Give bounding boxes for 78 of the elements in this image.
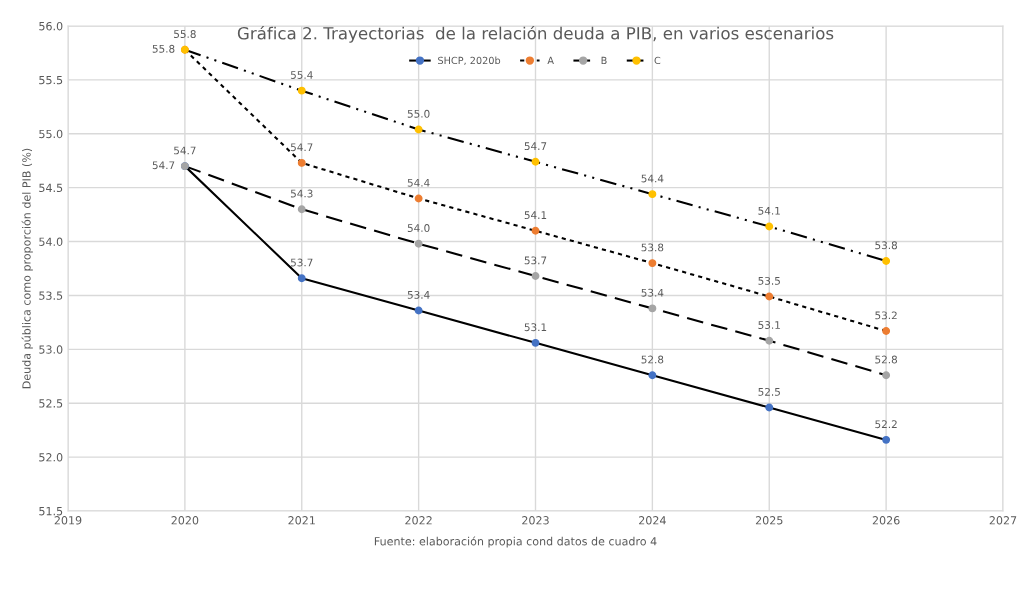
data-label: 54.4 (407, 178, 430, 187)
y-axis-title: Deuda pública como proporción del PIB (%) (21, 148, 33, 389)
y-tick-label: 52.5 (39, 399, 63, 408)
data-label: 52.8 (875, 355, 898, 364)
point (648, 190, 657, 199)
point (297, 274, 306, 283)
point (414, 239, 423, 248)
x-tick-label: 2020 (171, 516, 199, 525)
y-tick-label: 53.0 (39, 345, 63, 354)
point (414, 194, 423, 203)
x-tick-label: 2027 (989, 516, 1017, 525)
data-label: 54.1 (758, 206, 780, 215)
legend-label: C (654, 56, 661, 65)
data-label: 54.4 (641, 174, 664, 183)
data-label: 53.8 (875, 241, 898, 250)
x-tick-label: 2023 (522, 516, 549, 525)
data-label: 54.7 (524, 142, 547, 151)
point (765, 222, 774, 231)
point (882, 257, 891, 265)
y-tick-label: 54.0 (39, 237, 63, 246)
data-label: 55.4 (290, 71, 313, 79)
data-label: 53.7 (290, 258, 313, 267)
point (765, 336, 774, 345)
data-label: 54.0 (407, 224, 430, 232)
point (648, 304, 657, 313)
y-tick-label: 55.0 (39, 129, 63, 139)
y-tick-label: 56.0 (39, 21, 63, 31)
y-tick-label: 52.0 (39, 453, 63, 462)
legend-label: B (601, 56, 607, 64)
data-label: 53.8 (641, 243, 664, 252)
source-note: Fuente: elaboración propia cond datos de cuadro 4 (374, 536, 657, 548)
data-label: 54.3 (290, 189, 313, 198)
point (531, 157, 540, 166)
chart-title: Gráfica 2. Trayectorias de la relación deuda a PIB, en varios escenarios (237, 26, 834, 43)
point (882, 435, 891, 444)
y-tick-label: 51.5 (39, 507, 63, 516)
x-tick-label: 2026 (872, 516, 900, 525)
point (882, 371, 891, 380)
data-label: 54.7 (152, 161, 175, 170)
point (297, 158, 306, 167)
point (414, 125, 423, 134)
data-label: 53.5 (758, 276, 780, 285)
point (297, 205, 306, 214)
x-tick-label: 2019 (54, 516, 82, 525)
data-label: 53.4 (407, 290, 430, 299)
point (531, 272, 540, 280)
data-label: 55.8 (174, 30, 196, 38)
point (414, 306, 423, 315)
x-tick-label: 2025 (755, 516, 783, 525)
point (648, 259, 657, 268)
x-tick-label: 2021 (288, 516, 315, 525)
x-tick-label: 2024 (639, 516, 666, 525)
data-label: 53.4 (641, 288, 664, 297)
point (765, 403, 774, 412)
legend-label: A (547, 56, 554, 64)
point (882, 327, 891, 335)
data-label: 52.8 (641, 355, 664, 364)
legend-label: SHCP, 2020b (438, 56, 501, 66)
x-tick-label: 2022 (405, 516, 432, 525)
data-label: 55.0 (407, 109, 430, 118)
data-label: 54.1 (524, 211, 547, 220)
data-label: 53.2 (875, 311, 897, 320)
data-label: 52.2 (875, 420, 897, 429)
data-label: 54.7 (174, 146, 196, 155)
point (765, 292, 774, 301)
point (531, 338, 540, 347)
data-label: 55.8 (152, 44, 175, 53)
data-label: 54.7 (290, 143, 313, 152)
data-label: 53.1 (524, 323, 547, 332)
data-label: 52.5 (758, 387, 780, 396)
point (531, 226, 540, 235)
point (648, 371, 657, 380)
y-tick-label: 53.5 (39, 291, 63, 300)
y-tick-label: 54.5 (39, 183, 63, 193)
data-label: 53.7 (524, 256, 547, 265)
point (297, 86, 306, 95)
data-label: 53.1 (758, 321, 780, 329)
y-tick-label: 55.5 (39, 76, 63, 85)
